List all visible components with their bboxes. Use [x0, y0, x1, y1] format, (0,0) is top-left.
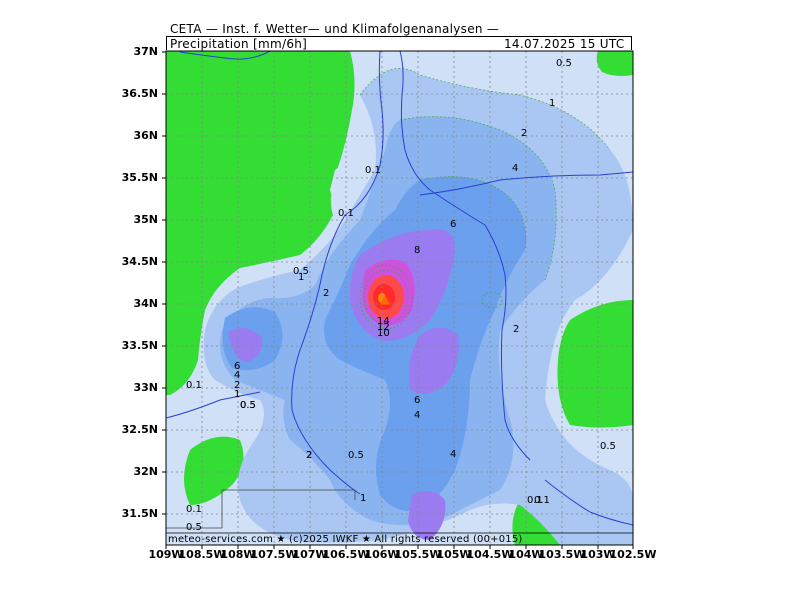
lon-label: 109W — [148, 548, 184, 561]
contour-label: 2 — [521, 128, 527, 139]
contour-label: 4 — [512, 163, 518, 174]
lat-label: 32.5N — [121, 423, 158, 436]
header-frame — [166, 36, 632, 50]
lon-label: 108W — [220, 548, 256, 561]
lat-label: 36N — [133, 129, 158, 142]
precip-level-6-west — [228, 328, 263, 362]
contour-label: 0.5 — [600, 441, 616, 452]
green-region-north-west — [166, 51, 355, 395]
contour-label: 6 — [450, 219, 456, 230]
contour-label: 6 — [234, 361, 240, 372]
map-frame — [165, 50, 634, 546]
contour-label: 0.1 — [365, 165, 381, 176]
precip-level-6-south — [408, 327, 459, 394]
contour-label: 4 — [414, 410, 420, 421]
lon-label: 103.5W — [538, 548, 586, 561]
contour-label: 6 — [414, 395, 420, 406]
variable-label: Precipitation [mm/6h] — [170, 37, 308, 51]
contour-label: 14 — [377, 316, 390, 327]
lon-label: 102.5W — [609, 548, 657, 561]
lon-label: 104W — [508, 548, 544, 561]
contour-label: 2 — [513, 324, 519, 335]
state-boundary — [221, 489, 356, 528]
rivers — [166, 51, 633, 526]
graticule — [166, 51, 633, 545]
lon-label: 108.5W — [178, 548, 226, 561]
contour-label: 2 — [306, 450, 312, 461]
contour-label: 2 — [323, 288, 329, 299]
contour-label: 0.1 — [186, 380, 202, 391]
lon-label: 105W — [436, 548, 472, 561]
contour-label: 0.1 — [527, 495, 543, 506]
green-region-hole — [330, 164, 367, 210]
contour-label: 1 — [298, 272, 304, 283]
contour-label: 0.5 — [293, 266, 309, 277]
contour-label: 0.1 — [534, 495, 550, 506]
lon-label: 106.5W — [322, 548, 370, 561]
contour-label: 0.5 — [240, 400, 256, 411]
lat-label: 36.5N — [121, 87, 158, 100]
lat-label: 34N — [133, 297, 158, 310]
lat-label: 35.5N — [121, 171, 158, 184]
lat-label: 33.5N — [121, 339, 158, 352]
contour-label: 2 — [306, 450, 312, 461]
valid-time: 14.07.2025 15 UTC — [504, 37, 625, 51]
lon-label: 104.5W — [466, 548, 514, 561]
contour-label: 0.5 — [186, 522, 202, 533]
green-region-north-east — [596, 51, 633, 76]
tick-marks — [162, 51, 634, 549]
contour-label: 2 — [234, 380, 240, 391]
green-region-east — [557, 300, 633, 428]
contour-labels: 0.5 1 2 4 6 8 10 12 14 0.1 0.5 1 2 0.1 0… — [186, 58, 616, 533]
lon-label: 103W — [580, 548, 616, 561]
lat-label: 31.5N — [121, 507, 158, 520]
contour-label: 0.5 — [556, 58, 572, 69]
lon-label: 107.5W — [250, 548, 298, 561]
contour-label: 0.5 — [240, 400, 256, 411]
contour-label: 0.5 — [348, 450, 364, 461]
map-title: CETA — Inst. f. Wetter— und Klimafolgena… — [170, 22, 500, 36]
contour-label: 4 — [234, 370, 240, 381]
contour-label: 8 — [414, 245, 420, 256]
lat-label: 37N — [133, 45, 158, 58]
lat-label: 34.5N — [121, 255, 158, 268]
contour-label: 1 — [234, 389, 240, 400]
lat-label: 33N — [133, 381, 158, 394]
lon-label: 105.5W — [394, 548, 442, 561]
contour-label: 1 — [549, 98, 555, 109]
precip-level-6-bottom — [408, 491, 446, 540]
contour-label: 4 — [450, 449, 456, 460]
lon-label: 106W — [364, 548, 400, 561]
lat-label: 32N — [133, 465, 158, 478]
contour-label: 0.1 — [338, 208, 354, 219]
contour-label: 1 — [360, 493, 366, 504]
lat-label: 35N — [133, 213, 158, 226]
contour-label: 12 — [377, 322, 390, 333]
contour-label: 0.1 — [186, 504, 202, 515]
contour-label: 10 — [377, 328, 390, 339]
green-region-south-west — [184, 436, 244, 505]
svg-text:▲: ▲ — [380, 292, 390, 307]
copyright-footer: meteo-services.com ★ (c)2025 IWKF ★ All … — [168, 534, 523, 545]
lon-label: 107W — [292, 548, 328, 561]
